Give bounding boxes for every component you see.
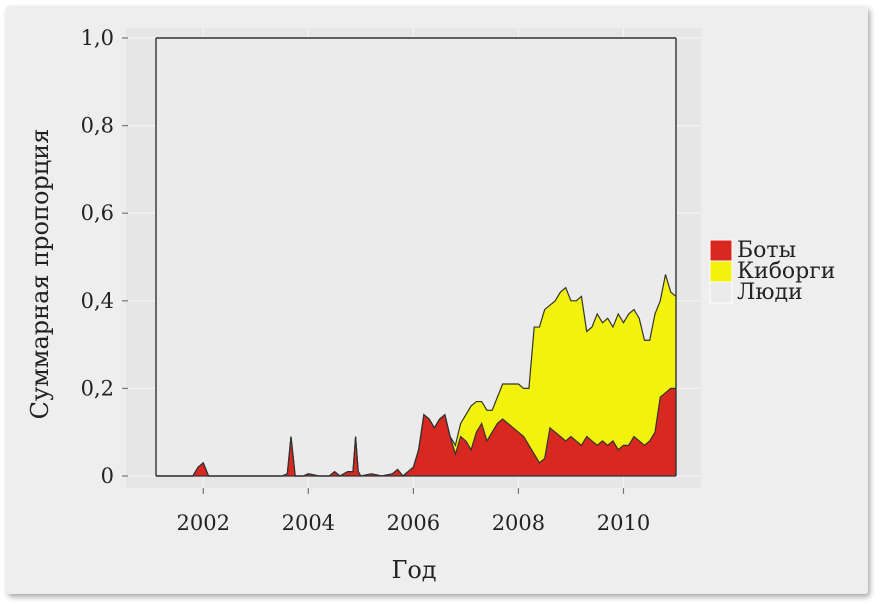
series-area-humans xyxy=(156,38,676,476)
legend-item-humans-label: Люди xyxy=(737,280,803,305)
y-axis-title: Суммарная пропорция xyxy=(26,129,54,420)
legend-item-cyborgs-swatch xyxy=(709,260,733,283)
series-line-cyborgs xyxy=(156,274,677,477)
plot-area xyxy=(126,28,701,488)
legend-item-bots-label: Боты xyxy=(737,238,796,263)
y-tick-label-0: 0 xyxy=(101,464,114,488)
series-area-cyborgs xyxy=(156,274,676,476)
x-tick-label-3: 2008 xyxy=(492,511,545,535)
legend-item-bots-swatch xyxy=(709,239,733,262)
y-tick-label-4: 0,8 xyxy=(81,114,114,138)
y-tick-label-5: 1,0 xyxy=(81,26,114,50)
y-tick-label-2: 0,4 xyxy=(81,289,114,313)
x-tick-label-4: 2010 xyxy=(597,511,650,535)
x-tick-label-2: 2006 xyxy=(387,511,440,535)
legend-item-cyborgs-label: Киборги xyxy=(737,259,835,284)
axes: 0 0,2 0,4 0,6 0,8 1,0 2002 2004 2006 2008 2010 xyxy=(81,26,651,535)
x-tick-label-0: 2002 xyxy=(177,511,230,535)
legend-item-humans-swatch xyxy=(709,281,733,304)
y-tick-label-3: 0,6 xyxy=(81,201,114,225)
y-tick-label-1: 0,2 xyxy=(81,376,114,400)
x-tick-label-1: 2004 xyxy=(282,511,335,535)
x-axis-title: Год xyxy=(391,556,436,584)
